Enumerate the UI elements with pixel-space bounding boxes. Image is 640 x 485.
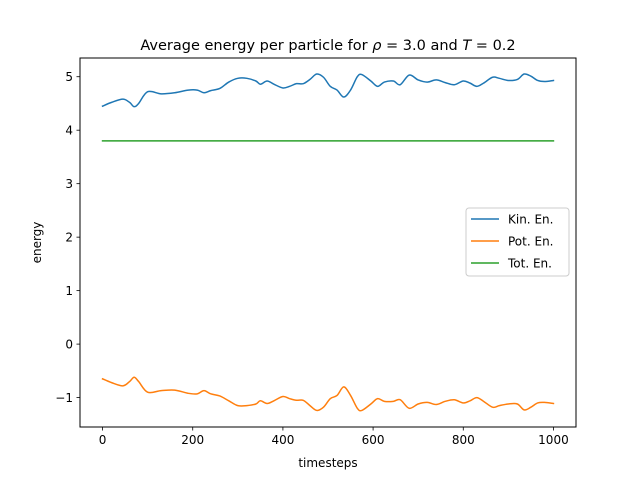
y-tick-label: 4 <box>65 123 73 137</box>
title-rho-symbol: ρ <box>372 38 382 54</box>
plot-area-frame <box>79 57 577 428</box>
chart-title: Average energy per particle for ρ = 3.0 … <box>140 38 515 54</box>
y-tick-label: 5 <box>65 70 73 84</box>
series-line-kin-en <box>101 73 555 108</box>
x-tick-label: 0 <box>99 433 107 447</box>
x-tick-label: 200 <box>181 433 204 447</box>
y-tick-label: 0 <box>65 337 73 351</box>
x-tick-label: 600 <box>362 433 385 447</box>
legend: Kin. En. Pot. En. Tot. En. <box>465 207 570 277</box>
legend-label-tot-en: Tot. En. <box>507 256 552 270</box>
x-axis-title: timesteps <box>298 456 357 470</box>
y-tick-label: 3 <box>65 177 73 191</box>
title-t-value: = 0.2 <box>471 38 515 54</box>
legend-box <box>465 207 570 277</box>
series-line-pot-en <box>101 376 555 412</box>
y-tick-label: −1 <box>55 391 73 405</box>
title-prefix: Average energy per particle for <box>140 38 372 54</box>
x-tick-label: 800 <box>452 433 475 447</box>
ticks-layer: 0 200 400 600 800 1000 −1 0 1 2 3 4 5 <box>55 70 568 447</box>
legend-items: Kin. En. Pot. En. Tot. En. <box>471 212 554 270</box>
x-tick-label: 400 <box>271 433 294 447</box>
legend-label-kin-en: Kin. En. <box>508 212 553 226</box>
title-rho-value: = 3.0 and <box>381 38 462 54</box>
legend-label-pot-en: Pot. En. <box>508 234 554 248</box>
y-axis-title: energy <box>30 222 44 264</box>
title-t-symbol: T <box>462 38 472 54</box>
y-tick-label: 1 <box>65 284 73 298</box>
x-tick-label: 1000 <box>538 433 569 447</box>
series-layer <box>101 73 555 412</box>
y-tick-label: 2 <box>65 230 73 244</box>
